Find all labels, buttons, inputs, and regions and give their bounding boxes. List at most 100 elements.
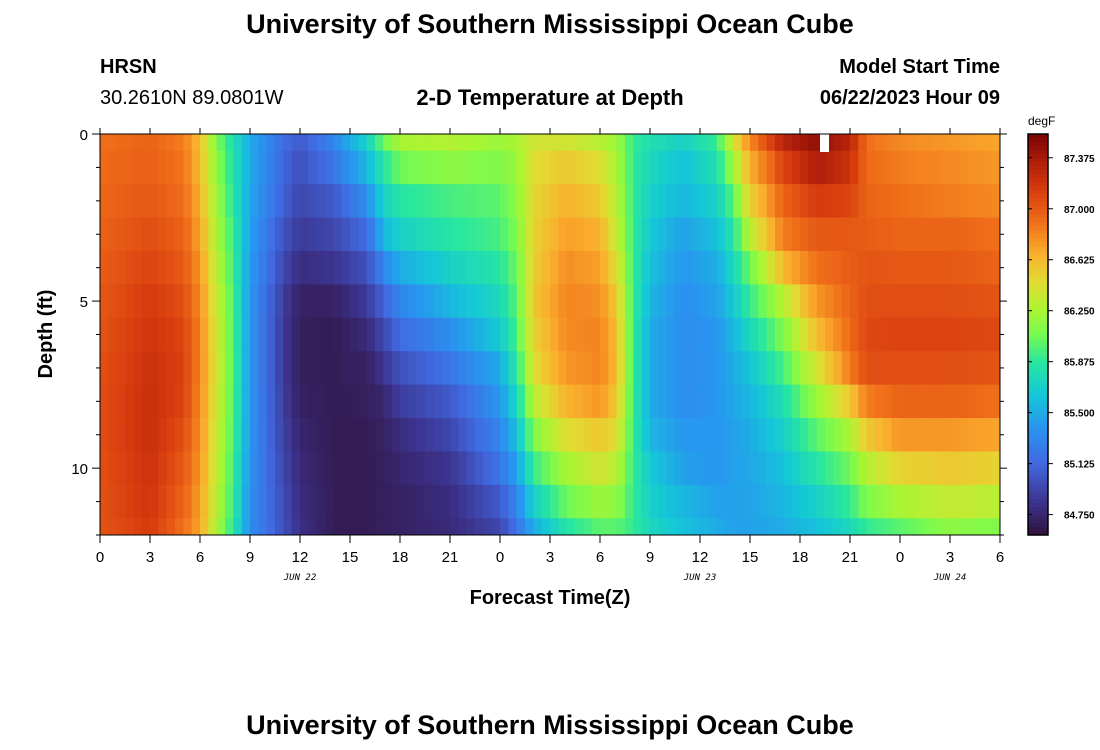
- heatmap-cell: [716, 184, 726, 218]
- heatmap-cell: [691, 184, 701, 218]
- heatmap-cell: [616, 134, 626, 152]
- heatmap-cell: [891, 250, 901, 285]
- heatmap-cell: [975, 518, 984, 535]
- heatmap-cell: [283, 284, 293, 319]
- heatmap-cell: [166, 484, 176, 519]
- heatmap-cell: [425, 284, 434, 319]
- heatmap-cell: [150, 217, 159, 252]
- heatmap-cell: [191, 217, 201, 252]
- heatmap-cell: [383, 184, 393, 218]
- heatmap-cell: [575, 351, 584, 386]
- heatmap-cell: [225, 250, 234, 285]
- heatmap-cell: [250, 384, 259, 419]
- heatmap-cell: [791, 134, 801, 152]
- heatmap-cell: [741, 150, 751, 185]
- heatmap-cell: [575, 150, 584, 185]
- heatmap-cells: [100, 134, 1000, 535]
- heatmap-cell: [250, 184, 259, 218]
- heatmap-cell: [508, 451, 518, 486]
- heatmap-cell: [708, 217, 718, 252]
- heatmap-cell: [183, 484, 193, 519]
- heatmap-cell: [625, 451, 634, 486]
- heatmap-cell: [191, 384, 201, 419]
- heatmap-cell: [983, 284, 993, 319]
- heatmap-cell: [200, 184, 209, 218]
- heatmap-cell: [783, 351, 793, 386]
- colorbar-tick-label: 87.000: [1064, 205, 1095, 216]
- heatmap-cell: [483, 217, 493, 252]
- heatmap-cell: [916, 384, 926, 419]
- heatmap-cell: [241, 284, 251, 319]
- heatmap-cell: [850, 134, 859, 152]
- heatmap-cell: [591, 518, 601, 535]
- colorbar-segment: [1028, 498, 1048, 504]
- heatmap-cell: [766, 150, 776, 185]
- heatmap-cell: [883, 284, 893, 319]
- heatmap-cell: [791, 150, 801, 185]
- heatmap-cell: [100, 384, 109, 419]
- heatmap-cell: [683, 484, 693, 519]
- heatmap-cell: [391, 484, 401, 519]
- heatmap-cell: [158, 484, 168, 519]
- heatmap-cell: [441, 451, 451, 486]
- colorbar-segment: [1028, 350, 1048, 356]
- heatmap-cell: [825, 518, 834, 535]
- heatmap-cell: [691, 250, 701, 285]
- heatmap-cell: [433, 418, 443, 452]
- heatmap-cell: [366, 418, 376, 452]
- heatmap-cell: [233, 518, 243, 535]
- heatmap-cell: [116, 184, 126, 218]
- heatmap-cell: [841, 351, 851, 386]
- heatmap-cell: [800, 384, 809, 419]
- heatmap-cell: [533, 451, 543, 486]
- heatmap-cell: [791, 250, 801, 285]
- heatmap-cell: [883, 518, 893, 535]
- heatmap-cell: [275, 150, 284, 185]
- heatmap-cell: [500, 184, 509, 218]
- heatmap-cell: [591, 317, 601, 352]
- colorbar-segment: [1028, 146, 1048, 151]
- heatmap-cell: [100, 150, 109, 185]
- heatmap-cell: [475, 217, 484, 252]
- heatmap-cell: [775, 284, 784, 319]
- heatmap-cell: [508, 518, 518, 535]
- heatmap-cell: [333, 284, 343, 319]
- heatmap-cell: [108, 184, 118, 218]
- heatmap-cell: [291, 484, 301, 519]
- heatmap-cell: [141, 134, 151, 152]
- heatmap-cell: [441, 217, 451, 252]
- heatmap-cell: [150, 134, 159, 152]
- heatmap-cell: [116, 134, 126, 152]
- colorbar-segment: [1028, 490, 1048, 496]
- heatmap-cell: [716, 284, 726, 319]
- heatmap-cell: [641, 518, 651, 535]
- heatmap-cell: [608, 317, 618, 352]
- heatmap-cell: [625, 284, 634, 319]
- heatmap-cell: [100, 418, 109, 452]
- heatmap-cell: [308, 451, 318, 486]
- x-tick-label: 3: [946, 549, 954, 566]
- heatmap-cell: [250, 451, 259, 486]
- heatmap-cell: [608, 418, 618, 452]
- heatmap-cell: [791, 384, 801, 419]
- heatmap-cell: [541, 451, 551, 486]
- heatmap-cell: [925, 484, 934, 519]
- heatmap-cell: [316, 384, 326, 419]
- heatmap-cell: [808, 184, 818, 218]
- heatmap-cell: [600, 518, 609, 535]
- heatmap-cell: [425, 250, 434, 285]
- heatmap-cell: [116, 317, 126, 352]
- heatmap-cell: [800, 317, 809, 352]
- heatmap-cell: [675, 384, 684, 419]
- heatmap-cell: [966, 384, 976, 419]
- heatmap-cell: [150, 284, 159, 319]
- heatmap-cell: [875, 518, 884, 535]
- heatmap-cell: [650, 418, 659, 452]
- heatmap-cell: [125, 134, 134, 152]
- heatmap-cell: [825, 250, 834, 285]
- heatmap-cell: [866, 150, 876, 185]
- heatmap-cell: [650, 134, 659, 152]
- heatmap-cell: [366, 284, 376, 319]
- heatmap-cell: [166, 284, 176, 319]
- heatmap-cell: [525, 384, 534, 419]
